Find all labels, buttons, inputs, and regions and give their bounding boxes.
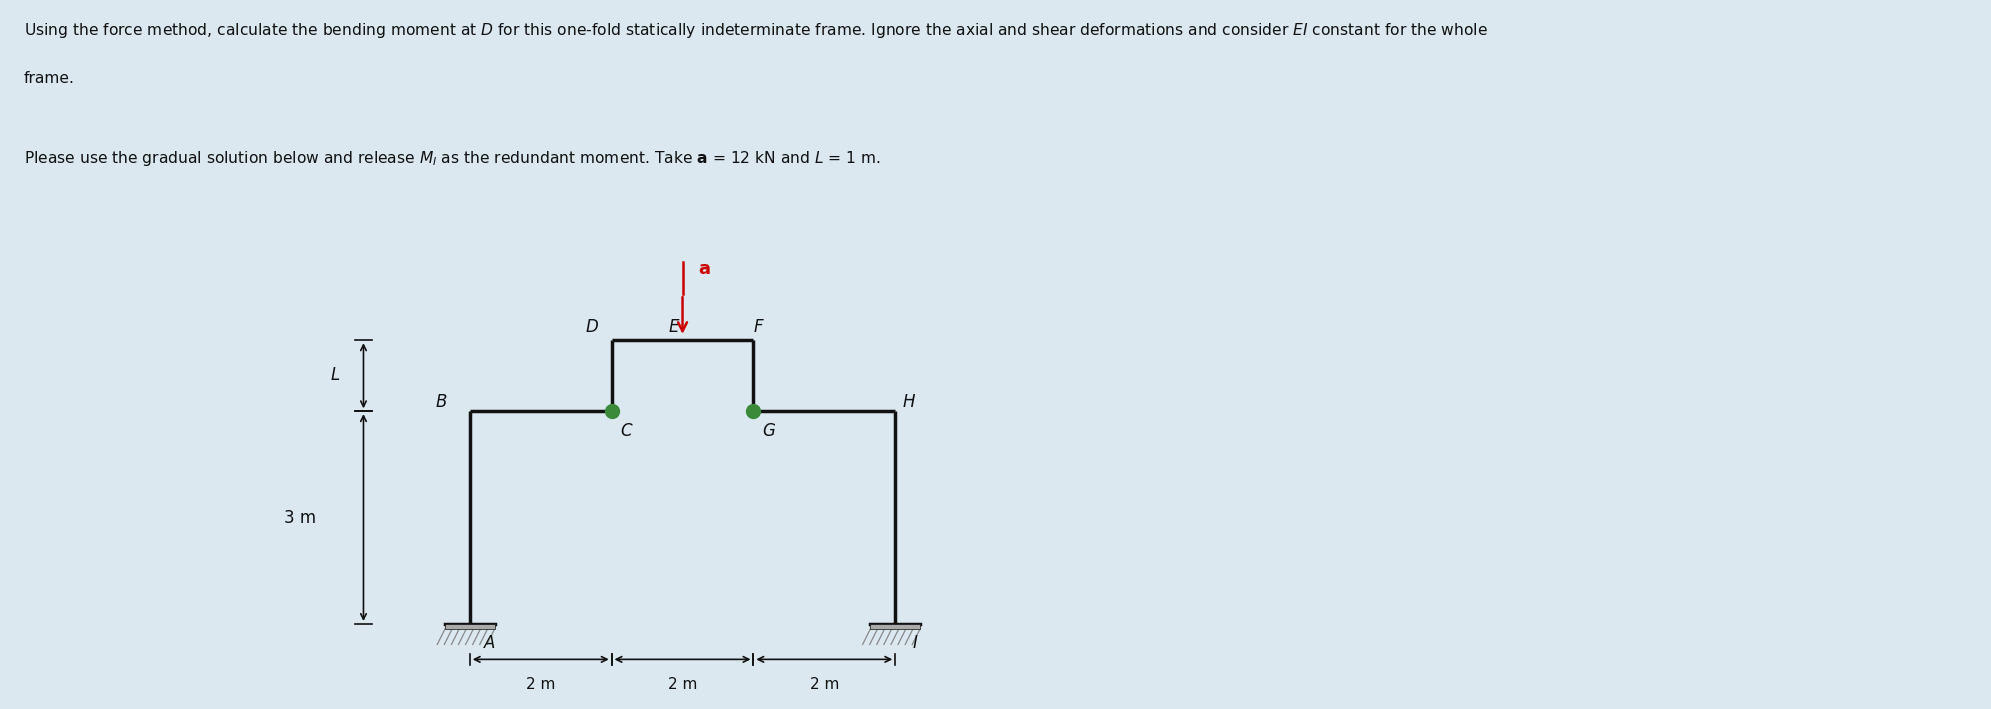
FancyBboxPatch shape [446,624,494,629]
Text: 2 m: 2 m [810,677,838,692]
Text: $L$: $L$ [331,367,340,384]
FancyBboxPatch shape [870,624,920,629]
Text: Please use the gradual solution below and release $M_I$ as the redundant moment.: Please use the gradual solution below an… [24,149,880,168]
Text: $\mathit{A}$: $\mathit{A}$ [484,635,496,652]
Text: $\mathit{E}$: $\mathit{E}$ [667,319,681,336]
Text: 3 m: 3 m [283,508,317,527]
Text: frame.: frame. [24,71,76,86]
Text: $\mathit{C}$: $\mathit{C}$ [621,423,633,440]
Text: Using the force method, calculate the bending moment at $D$ for this one-fold st: Using the force method, calculate the be… [24,21,1487,40]
Text: $\mathit{G}$: $\mathit{G}$ [763,423,776,440]
Text: $\mathit{I}$: $\mathit{I}$ [912,635,918,652]
Text: 2 m: 2 m [667,677,697,692]
Text: $\mathit{F}$: $\mathit{F}$ [753,319,765,336]
Text: $\mathbf{a}$: $\mathbf{a}$ [699,260,711,279]
Text: 2 m: 2 m [526,677,555,692]
Text: $\mathit{B}$: $\mathit{B}$ [436,394,448,411]
Text: $\mathit{H}$: $\mathit{H}$ [902,394,916,411]
Text: $\mathit{D}$: $\mathit{D}$ [585,319,599,336]
